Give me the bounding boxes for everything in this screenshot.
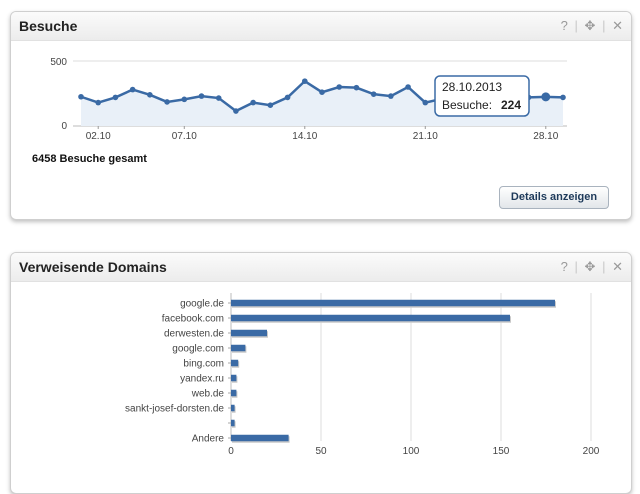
x-tick-label: 07.10 <box>172 131 197 142</box>
domains-widget-header[interactable]: Verweisende Domains ? | ✥ | ✕ <box>11 253 631 282</box>
tooltip-date: 28.10.2013 <box>442 80 502 94</box>
data-point <box>250 99 256 106</box>
domains-widget-tools: ? | ✥ | ✕ <box>558 259 623 275</box>
bar <box>231 419 235 427</box>
y-tick-label: facebook.com <box>162 314 224 325</box>
y-tick-label: google.com <box>172 344 224 355</box>
tooltip-label: Besuche: <box>442 98 492 112</box>
divider: | <box>574 259 578 274</box>
data-point <box>370 91 377 97</box>
divider: | <box>574 18 578 33</box>
close-icon[interactable]: ✕ <box>612 18 623 33</box>
y-tick-label: bing.com <box>183 359 224 370</box>
x-tick-label: 200 <box>583 446 600 457</box>
details-button[interactable]: Details anzeigen <box>499 186 609 209</box>
data-point <box>129 86 136 93</box>
data-point <box>198 93 205 99</box>
bar <box>231 434 289 442</box>
bar <box>231 329 267 337</box>
data-point <box>319 89 325 95</box>
x-tick-label: 150 <box>493 446 510 457</box>
x-tick-label: 02.10 <box>86 131 111 142</box>
data-point <box>301 78 308 84</box>
bar <box>231 374 237 382</box>
domains-widget-title: Verweisende Domains <box>19 259 167 275</box>
x-tick-label: 50 <box>315 446 327 457</box>
data-point-highlighted <box>541 92 551 102</box>
visits-total: 6458 Besuche gesamt <box>32 153 147 165</box>
visits-widget-tools: ? | ✥ | ✕ <box>558 18 623 34</box>
x-tick-label: 28.10 <box>533 131 558 142</box>
data-point <box>95 99 102 106</box>
tooltip-box <box>434 75 530 117</box>
help-icon[interactable]: ? <box>560 259 568 274</box>
bar <box>231 344 246 352</box>
visits-widget: Besuche ? | ✥ | ✕ 500 0 02.10 07.10 14.10 21.… <box>10 11 632 220</box>
close-icon[interactable]: ✕ <box>612 259 623 274</box>
data-point <box>267 102 274 108</box>
y-tick-label: derwesten.de <box>164 329 224 340</box>
data-point <box>147 92 153 98</box>
data-point <box>233 108 239 114</box>
data-point <box>164 99 170 105</box>
data-point <box>336 84 343 90</box>
bar <box>231 299 555 307</box>
data-point <box>353 84 360 91</box>
x-tick-label: 14.10 <box>292 131 317 142</box>
bar <box>231 314 510 322</box>
domains-widget: Verweisende Domains ? | ✥ | ✕ 0 50 100 150 2… <box>10 252 632 494</box>
y-tick-label: sankt-josef-dorsten.de <box>125 404 224 415</box>
x-tick-label: 100 <box>403 446 420 457</box>
y-tick-label: web.de <box>191 389 225 400</box>
visits-line-chart: 500 0 02.10 07.10 14.10 21.10 28.10 28.10.2013 B… <box>50 57 567 142</box>
data-point <box>560 94 566 101</box>
help-icon[interactable]: ? <box>560 18 568 33</box>
y-tick-label: google.de <box>180 299 224 310</box>
data-point <box>405 84 411 90</box>
data-point <box>181 96 188 103</box>
data-point <box>112 94 119 101</box>
bar <box>231 404 235 412</box>
tooltip-value: 224 <box>501 98 521 112</box>
y-tick-label: yandex.ru <box>180 374 224 385</box>
move-icon[interactable]: ✥ <box>584 259 596 274</box>
bar <box>231 359 239 367</box>
data-point <box>284 94 291 101</box>
data-point <box>388 93 394 99</box>
y-tick-label: Andere <box>192 434 225 445</box>
x-tick-label: 21.10 <box>413 131 438 142</box>
visits-widget-title: Besuche <box>19 18 78 34</box>
y-tick-label: 500 <box>50 57 67 68</box>
bar <box>231 389 237 397</box>
divider: | <box>602 18 606 33</box>
data-point <box>215 95 222 101</box>
divider: | <box>602 259 606 274</box>
move-icon[interactable]: ✥ <box>584 18 596 33</box>
x-tick-label: 0 <box>228 446 234 457</box>
data-point <box>78 93 84 100</box>
visits-widget-header[interactable]: Besuche ? | ✥ | ✕ <box>11 12 631 41</box>
domains-bar-chart: 0 50 100 150 200 google.de facebook.com derwest… <box>125 293 600 457</box>
data-point <box>422 99 429 106</box>
y-tick-label: 0 <box>61 121 67 132</box>
